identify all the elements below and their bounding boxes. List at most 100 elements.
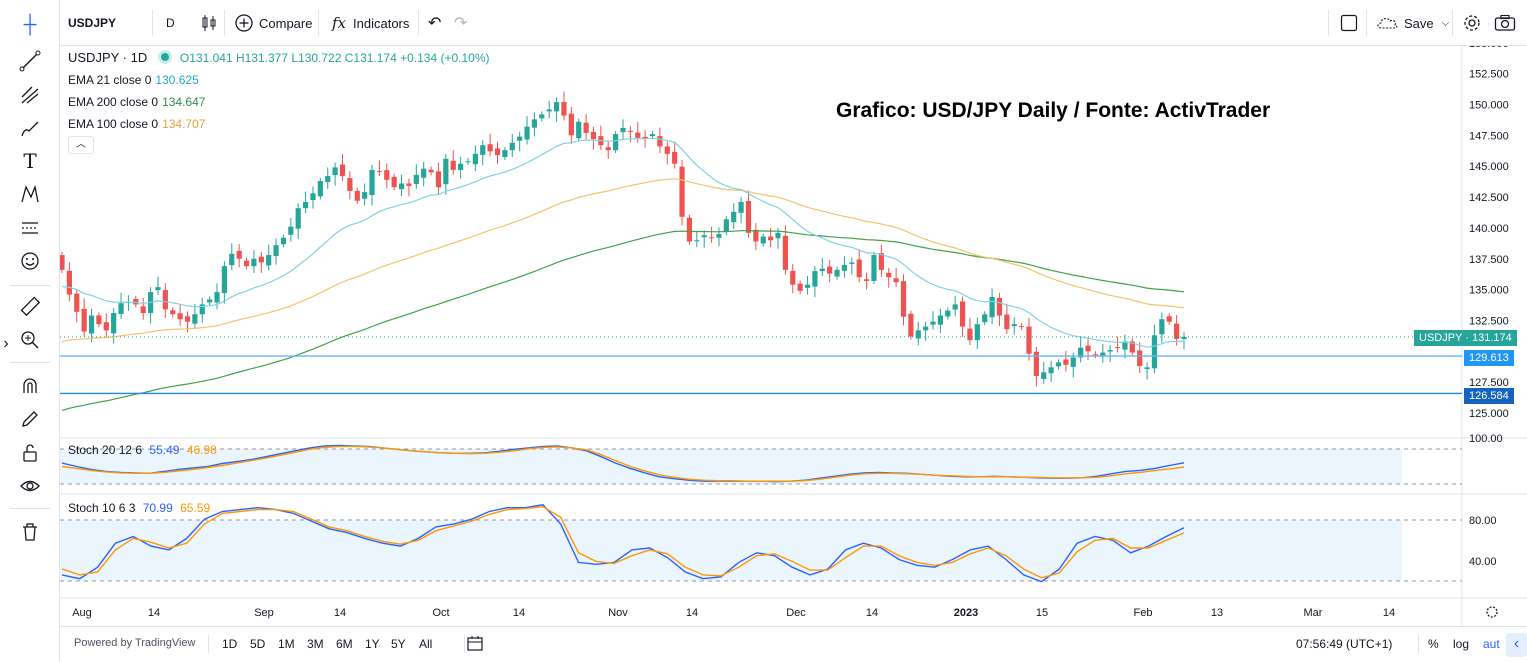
pattern-tool[interactable] (16, 180, 44, 208)
eye-icon (20, 480, 40, 492)
clock-display[interactable]: 07:56:49 (UTC+1) (1296, 637, 1393, 651)
candle-body (657, 136, 663, 147)
candle-body (974, 324, 980, 341)
time-axis-tick: 14 (686, 607, 698, 619)
candle-body (280, 237, 287, 245)
candle-body (517, 136, 523, 141)
settings-button[interactable] (1454, 8, 1490, 38)
time-axis-tick: Aug (72, 607, 92, 619)
candle-body (568, 113, 574, 136)
chevron-right-icon: › (3, 335, 9, 352)
crosshair-tool[interactable]: ┼ (16, 10, 44, 38)
save-button[interactable]: Save ⌵ (1368, 8, 1457, 38)
auto-scale-toggle[interactable]: aut (1483, 637, 1500, 651)
candle-body (1085, 345, 1091, 352)
log-scale-toggle[interactable]: log (1453, 637, 1470, 651)
candle-body (1092, 354, 1099, 356)
goto-date-button[interactable] (466, 634, 484, 655)
undo-button[interactable]: ↶ (420, 8, 449, 38)
candle-body (863, 279, 870, 281)
candle-body (413, 174, 419, 184)
range-button-5d[interactable]: 5D (250, 637, 266, 651)
candle-body (214, 292, 220, 303)
lock-drawing-tool[interactable] (16, 405, 44, 433)
candle-body (679, 166, 685, 217)
range-button-6m[interactable]: 6M (336, 637, 353, 651)
candle-body (207, 299, 213, 303)
stoch2-band-fill (60, 520, 1402, 581)
snapshot-button[interactable] (1486, 8, 1524, 38)
chart-type-button[interactable] (192, 8, 226, 38)
price-axis-tick: 135.000 (1469, 285, 1509, 297)
emoji-tool[interactable] (16, 247, 44, 275)
time-axis-tick: 14 (334, 607, 346, 619)
hline-2-price-label: 126.584 (1464, 388, 1514, 404)
expand-toolbar-button[interactable]: › (0, 330, 20, 358)
price-axis-tick: 152.500 (1469, 69, 1509, 81)
trendline-tool[interactable] (16, 47, 44, 75)
stoch1-legend[interactable]: Stoch 20 12 6 55.49 46.98 (68, 443, 217, 457)
indicators-button[interactable]: fx Indicators (324, 8, 417, 38)
candle-body (989, 297, 995, 318)
text-tool[interactable]: T (16, 147, 44, 175)
drawing-toolbar: ┼ T › (0, 0, 60, 662)
zoom-tool[interactable] (16, 326, 44, 354)
magnet-tool[interactable] (16, 372, 44, 400)
candle-body (923, 326, 929, 331)
ema100-label: EMA 100 close 0 (68, 117, 159, 131)
legend-ohlc: O131.041 H131.377 L130.722 C131.174 +0.1… (179, 51, 490, 65)
powered-by-link[interactable]: Powered by TradingView (74, 637, 196, 649)
legend-symbol[interactable]: USDJPY · 1D (68, 50, 148, 65)
stoch2-k-line (61, 504, 1185, 583)
candle-body (1070, 357, 1076, 367)
symbol-search-button[interactable]: USDJPY (68, 16, 117, 30)
toolbar-divider (1452, 10, 1453, 36)
price-axis-tick: 137.500 (1469, 254, 1509, 266)
candle-body (384, 170, 390, 180)
fib-tool[interactable] (16, 81, 44, 109)
time-axis-tick: 14 (513, 607, 525, 619)
chevron-down-icon: ⌵ (1441, 17, 1450, 29)
range-button-5y[interactable]: 5Y (391, 637, 406, 651)
interval-button[interactable]: D (166, 16, 175, 30)
remove-drawings-tool[interactable] (16, 518, 44, 546)
candle-body (236, 250, 242, 259)
collapse-legend-button[interactable]: ︿ (68, 136, 94, 154)
lock-all-tool[interactable] (16, 439, 44, 467)
candle-body (1114, 347, 1121, 349)
range-button-1m[interactable]: 1M (278, 637, 295, 651)
candle-body (450, 160, 456, 170)
candle-body (229, 253, 235, 266)
open-panel-button[interactable]: ‹ (1506, 633, 1527, 657)
axis-settings-gear-icon[interactable] (1486, 606, 1498, 618)
candle-body (354, 190, 360, 201)
percent-scale-toggle[interactable]: % (1428, 637, 1439, 651)
cloud-icon (1377, 18, 1398, 29)
measure-tool[interactable] (16, 292, 44, 320)
range-button-1d[interactable]: 1D (222, 637, 238, 651)
brush-tool[interactable] (16, 114, 44, 142)
ema200-legend[interactable]: EMA 200 close 0 134.647 (68, 95, 205, 109)
candle-body (701, 235, 707, 238)
prediction-tool[interactable] (16, 214, 44, 242)
candle-body (177, 313, 183, 320)
range-button-3m[interactable]: 3M (307, 637, 324, 651)
layout-button[interactable] (1332, 8, 1366, 38)
stoch2-legend[interactable]: Stoch 10 6 3 70.99 65.59 (68, 501, 210, 515)
candle-body (937, 315, 944, 325)
hide-drawings-tool[interactable] (16, 472, 44, 500)
price-axis-tick: 132.500 (1469, 315, 1509, 327)
redo-button[interactable]: ↷ (446, 8, 475, 38)
ema21-legend[interactable]: EMA 21 close 0 130.625 (68, 73, 199, 87)
price-axis-tick: 127.500 (1469, 377, 1509, 389)
chevron-left-icon: ‹ (1513, 635, 1520, 652)
stoch1-band-fill (60, 449, 1402, 484)
range-button-1y[interactable]: 1Y (365, 637, 380, 651)
candle-body (1159, 319, 1165, 335)
compare-button[interactable]: Compare (226, 8, 320, 38)
range-button-all[interactable]: All (419, 637, 433, 651)
ema100-legend[interactable]: EMA 100 close 0 134.707 (68, 117, 205, 131)
candle-body (856, 259, 862, 278)
price-axis-tick: 142.500 (1469, 192, 1509, 204)
